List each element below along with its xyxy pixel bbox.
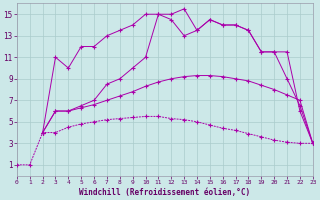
X-axis label: Windchill (Refroidissement éolien,°C): Windchill (Refroidissement éolien,°C) [79, 188, 250, 197]
